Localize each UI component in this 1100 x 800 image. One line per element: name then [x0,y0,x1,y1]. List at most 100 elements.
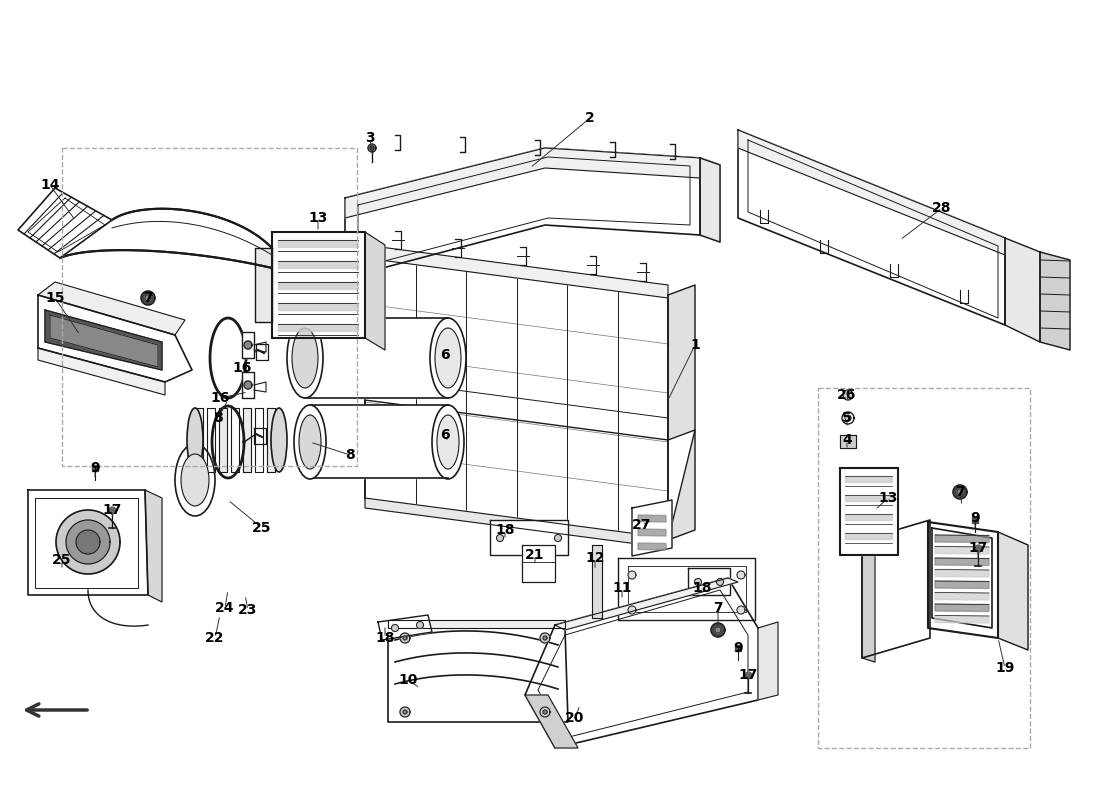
Ellipse shape [175,444,214,516]
Polygon shape [310,405,448,478]
Polygon shape [267,408,275,472]
Polygon shape [845,523,892,530]
Text: 16: 16 [232,361,252,375]
Text: 1: 1 [690,338,700,352]
Polygon shape [18,188,112,258]
Polygon shape [365,255,668,540]
Polygon shape [207,408,215,472]
Polygon shape [525,578,758,748]
Polygon shape [845,505,892,510]
Polygon shape [845,495,892,501]
Polygon shape [345,148,700,218]
Polygon shape [840,468,898,555]
Polygon shape [278,282,358,289]
Ellipse shape [287,318,323,398]
Polygon shape [254,428,266,444]
Bar [62,148,358,466]
Polygon shape [592,545,602,618]
Polygon shape [370,146,374,150]
Text: 17: 17 [738,668,758,682]
Polygon shape [141,291,155,305]
Polygon shape [39,348,165,395]
Polygon shape [403,636,407,640]
Ellipse shape [299,415,321,469]
Ellipse shape [437,415,459,469]
Polygon shape [998,532,1028,650]
Polygon shape [957,489,962,495]
Polygon shape [278,293,358,299]
Polygon shape [845,476,892,482]
Text: 3: 3 [365,131,375,145]
Polygon shape [715,627,720,633]
Polygon shape [694,578,702,586]
Polygon shape [628,571,636,579]
Polygon shape [242,332,254,358]
Polygon shape [490,520,568,555]
Text: 18: 18 [375,631,395,645]
Text: 13: 13 [878,491,898,505]
Polygon shape [50,315,158,367]
Polygon shape [700,158,720,242]
Polygon shape [256,344,268,360]
Polygon shape [278,271,358,278]
Text: 7: 7 [143,291,153,305]
Text: 11: 11 [613,581,631,595]
Ellipse shape [434,328,461,388]
Polygon shape [28,490,148,595]
Polygon shape [540,633,550,643]
Text: 17: 17 [102,503,122,517]
Polygon shape [231,408,239,472]
Polygon shape [365,400,695,540]
Polygon shape [845,486,892,491]
Text: 4: 4 [843,433,851,447]
Polygon shape [540,707,550,717]
Polygon shape [243,408,251,472]
Polygon shape [56,510,120,574]
Polygon shape [244,341,252,349]
Text: 18: 18 [692,581,712,595]
Polygon shape [496,534,504,542]
Polygon shape [417,622,424,629]
Text: 25: 25 [53,553,72,567]
Polygon shape [935,535,989,542]
Ellipse shape [294,405,326,479]
Polygon shape [365,245,668,298]
Polygon shape [278,303,358,310]
Text: 9: 9 [734,641,742,655]
Polygon shape [272,232,365,338]
Polygon shape [638,529,666,536]
Polygon shape [365,498,668,548]
Text: 8: 8 [213,411,223,425]
Polygon shape [638,515,666,522]
Text: 16: 16 [210,391,230,405]
Text: 26: 26 [837,388,857,402]
Polygon shape [935,581,989,589]
Polygon shape [737,606,745,614]
Polygon shape [845,542,892,549]
Text: 6: 6 [440,428,450,442]
Polygon shape [278,261,358,268]
Text: 10: 10 [398,673,418,687]
Polygon shape [365,232,385,350]
Text: 5: 5 [843,411,851,425]
Polygon shape [935,558,989,566]
Polygon shape [39,282,185,335]
Polygon shape [278,240,358,247]
Text: 23: 23 [239,603,257,617]
Polygon shape [738,130,1005,325]
Text: 13: 13 [308,211,328,225]
Text: 8: 8 [345,448,355,462]
Polygon shape [388,620,565,628]
Polygon shape [66,520,110,564]
Polygon shape [840,435,856,448]
Polygon shape [632,500,672,556]
Polygon shape [345,148,700,278]
Text: 18: 18 [495,523,515,537]
Polygon shape [195,408,204,472]
Text: 21: 21 [526,548,544,562]
Polygon shape [378,615,432,640]
Polygon shape [842,412,854,424]
Polygon shape [368,144,376,152]
Polygon shape [738,130,1005,255]
Text: 6: 6 [440,348,450,362]
